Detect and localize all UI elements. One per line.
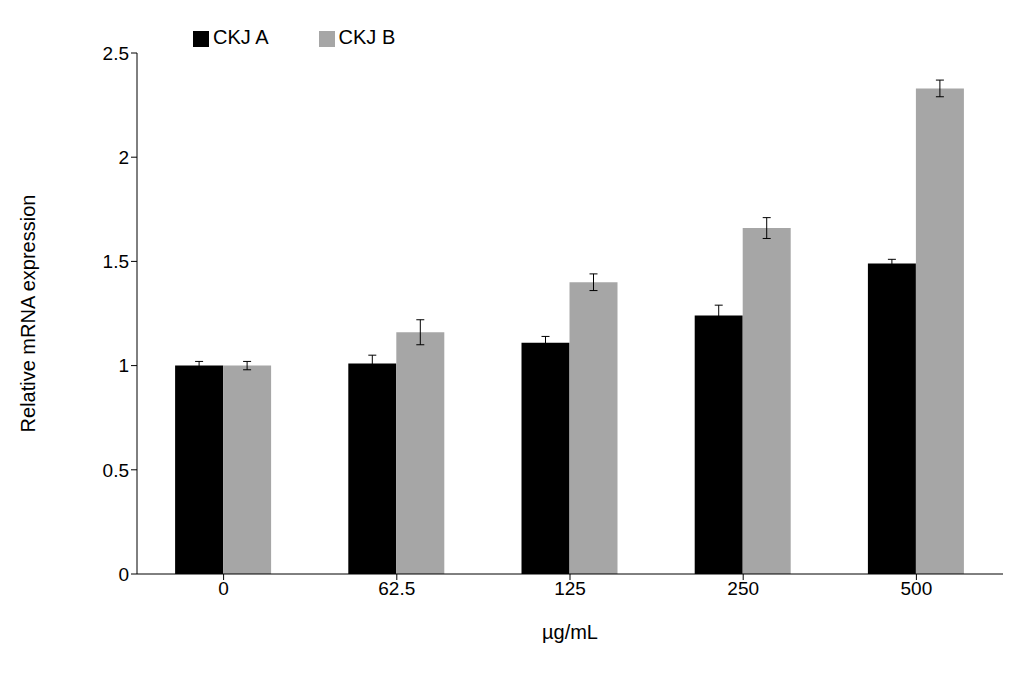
svg-text:1.5: 1.5 [103, 251, 129, 272]
svg-text:Relative mRNA expression: Relative mRNA expression [17, 195, 39, 433]
svg-text:0: 0 [118, 564, 129, 585]
svg-text:62.5: 62.5 [378, 578, 415, 599]
html-text:CKJ A: CKJ A [213, 26, 269, 48]
svg-text:2.5: 2.5 [103, 43, 129, 64]
svg-text:1: 1 [118, 355, 129, 376]
svg-text:250: 250 [727, 578, 759, 599]
html-text:CKJ B: CKJ B [338, 26, 396, 48]
svg-text:0: 0 [218, 578, 229, 599]
svg-text:500: 500 [901, 578, 933, 599]
svg-text:0.5: 0.5 [103, 460, 129, 481]
svg-text:125: 125 [554, 578, 586, 599]
svg-text:µg/mL: µg/mL [542, 621, 598, 643]
svg-text:2: 2 [118, 147, 129, 168]
